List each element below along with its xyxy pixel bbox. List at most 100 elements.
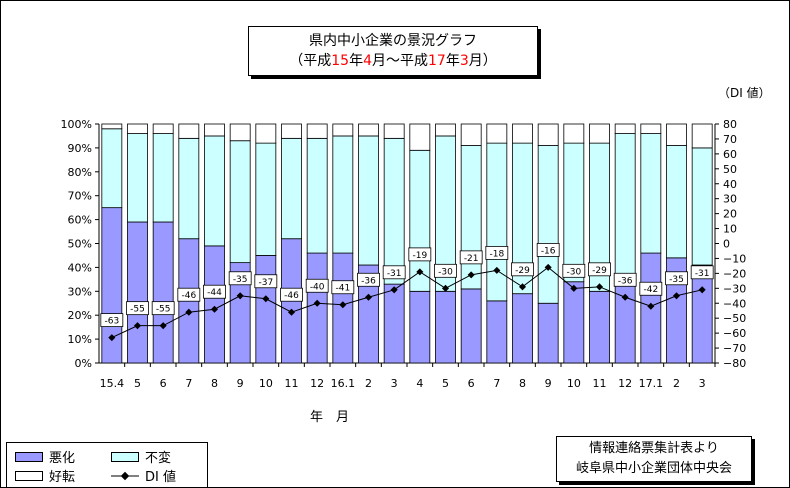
bar-better bbox=[306, 123, 328, 139]
bar-same bbox=[152, 133, 174, 223]
chart-title: 県内中小企業の景況グラフ bbox=[309, 33, 477, 49]
x-tick-label: 10 bbox=[259, 377, 273, 390]
x-tick-label: 17.1 bbox=[639, 377, 664, 390]
bar-same bbox=[691, 147, 713, 266]
di-data-label: -42 bbox=[643, 285, 658, 295]
source-line-1: 情報連絡票集計表より bbox=[589, 441, 719, 456]
x-tick-label: 8 bbox=[519, 377, 526, 390]
x-tick-label: 6 bbox=[160, 377, 167, 390]
x-tick-label: 7 bbox=[493, 377, 500, 390]
subtitle-part: （平成 bbox=[289, 53, 332, 69]
di-label-box bbox=[228, 271, 252, 286]
left-tick-label: 60% bbox=[68, 214, 92, 227]
legend-label-worse: 悪化 bbox=[49, 451, 76, 466]
bar-better bbox=[640, 123, 662, 134]
di-point bbox=[698, 286, 706, 294]
di-label-box bbox=[613, 272, 637, 287]
di-data-label: -35 bbox=[669, 275, 684, 285]
x-tick-label: 3 bbox=[391, 377, 398, 390]
di-label-box bbox=[536, 242, 560, 257]
bar-same bbox=[332, 135, 354, 254]
left-tick-label: 30% bbox=[68, 285, 92, 298]
x-tick-label: 16.1 bbox=[331, 377, 356, 390]
x-tick-label: 11 bbox=[285, 377, 299, 390]
right-tick-label: 80 bbox=[723, 118, 737, 131]
bar-same bbox=[229, 140, 251, 264]
di-point bbox=[236, 292, 244, 300]
legend-label-di: DI 値 bbox=[145, 470, 176, 485]
bar-worse bbox=[614, 276, 636, 364]
bar-better bbox=[460, 123, 482, 146]
di-point bbox=[364, 293, 373, 301]
di-point bbox=[262, 295, 270, 303]
di-point bbox=[467, 271, 475, 279]
bar-better bbox=[409, 123, 431, 151]
right-tick-label: 0 bbox=[723, 238, 730, 251]
bar-worse bbox=[127, 221, 148, 364]
x-tick-label: 6 bbox=[468, 377, 475, 390]
bar-better bbox=[486, 123, 508, 144]
left-tick-label: 0% bbox=[75, 357, 92, 370]
bar-same bbox=[358, 135, 379, 266]
di-data-label: -18 bbox=[489, 249, 504, 259]
subtitle-part: 月） bbox=[468, 53, 497, 69]
di-point bbox=[108, 334, 116, 342]
bar-better bbox=[204, 123, 225, 137]
bar-better bbox=[383, 123, 405, 139]
legend-item-same: 不変 bbox=[111, 447, 171, 466]
bar-worse bbox=[589, 290, 610, 364]
di-label-box bbox=[254, 274, 278, 289]
legend-swatch-di bbox=[111, 471, 139, 480]
x-tick-label: 10 bbox=[567, 377, 581, 390]
di-data-label: -31 bbox=[387, 269, 402, 279]
right-tick-label: −20 bbox=[723, 267, 746, 280]
di-data-label: -19 bbox=[412, 251, 427, 261]
di-label-box bbox=[459, 250, 483, 265]
right-tick-label: −70 bbox=[723, 342, 746, 355]
di-label-box bbox=[331, 280, 355, 295]
bar-same bbox=[640, 133, 662, 254]
left-tick-label: 50% bbox=[68, 238, 92, 251]
x-tick-label: 12 bbox=[310, 377, 324, 390]
bar-better bbox=[127, 123, 148, 134]
bar-better bbox=[101, 123, 123, 130]
di-label-box bbox=[100, 313, 124, 328]
x-tick-label: 12 bbox=[618, 377, 632, 390]
bar-same bbox=[281, 137, 302, 240]
right-tick-label: 70 bbox=[723, 133, 737, 146]
bar-better bbox=[537, 123, 559, 146]
bar-better bbox=[691, 123, 713, 149]
bar-same bbox=[486, 142, 508, 302]
right-tick-label: −10 bbox=[723, 252, 746, 265]
subtitle-part: 年 bbox=[349, 53, 364, 69]
left-tick-label: 10% bbox=[68, 333, 92, 346]
di-label-box bbox=[382, 265, 406, 280]
bar-worse bbox=[204, 245, 225, 364]
subtitle-part: 17 bbox=[428, 53, 446, 69]
di-point bbox=[544, 263, 552, 271]
di-data-label: -36 bbox=[361, 276, 376, 286]
bar-worse bbox=[255, 255, 277, 364]
di-point bbox=[595, 283, 604, 291]
bar-worse bbox=[383, 283, 405, 364]
bar-same bbox=[204, 135, 225, 247]
legend-swatch-worse bbox=[15, 451, 43, 462]
x-tick-label: 9 bbox=[237, 377, 244, 390]
bar-better bbox=[229, 123, 251, 142]
di-label-box bbox=[357, 272, 380, 287]
di-point bbox=[441, 284, 450, 292]
di-point bbox=[210, 305, 219, 313]
bar-better bbox=[512, 123, 533, 144]
bar-same bbox=[537, 145, 559, 304]
right-tick-label: −60 bbox=[723, 327, 746, 340]
right-tick-label: −30 bbox=[723, 282, 746, 295]
di-point bbox=[159, 322, 167, 330]
di-data-label: -55 bbox=[156, 305, 171, 315]
legend-label-better: 好転 bbox=[49, 470, 76, 485]
di-data-label: -44 bbox=[207, 288, 222, 298]
bar-same bbox=[383, 137, 405, 285]
right-tick-label: 10 bbox=[723, 223, 737, 236]
x-tick-label: 9 bbox=[545, 377, 552, 390]
di-data-label: -37 bbox=[258, 278, 273, 288]
bar-better bbox=[563, 123, 585, 144]
